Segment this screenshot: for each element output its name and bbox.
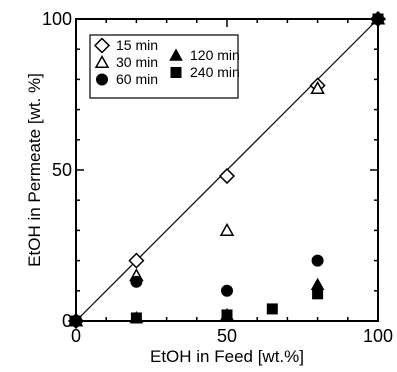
data-marks [67,10,387,330]
plot-area [67,10,387,330]
x-tick-label: 100 [363,326,393,346]
point-240-min [266,303,278,315]
x-axis-label: EtOH in Feed [wt.%] [150,347,304,366]
y-tick-label: 50 [52,160,72,180]
point-30-min [310,80,325,95]
y-tick-label: 0 [62,311,72,331]
point-60-min [311,254,324,267]
x-tick-labels: 0 50 100 [71,326,393,346]
point-15-min [218,167,236,185]
legend-marker-60-min [96,73,108,86]
point-30-min [219,222,235,236]
legend-label-60-min: 60 min [116,71,158,87]
legend-label-15-min: 15 min [116,37,158,53]
point-240-min [312,288,324,300]
point-15-min [128,252,145,269]
legend-label-30-min: 30 min [116,54,158,70]
point-240-min [372,13,384,25]
legend-label-120-min: 120 min [190,47,240,63]
legend-marker-120-min [169,48,183,61]
legend-marker-30-min [94,54,110,69]
legend-box [89,34,239,99]
point-60-min [221,284,233,297]
x-tick-label: 0 [71,326,81,346]
point-60-min [130,275,143,288]
point-240-min [70,315,82,327]
point-120-min [310,277,325,291]
y-tick-label: 100 [42,9,72,29]
y-axis-label: EtOH in Permeate [wt. %] [25,73,44,267]
y-tick-labels: 0 50 100 [42,9,72,331]
point-240-min [130,312,142,324]
x-tick-label: 50 [217,326,237,346]
legend-marker-15-min [93,37,111,54]
legend-label-240-min: 240 min [190,64,240,80]
point-240-min [221,309,233,321]
legend-marker-240-min [170,67,182,78]
